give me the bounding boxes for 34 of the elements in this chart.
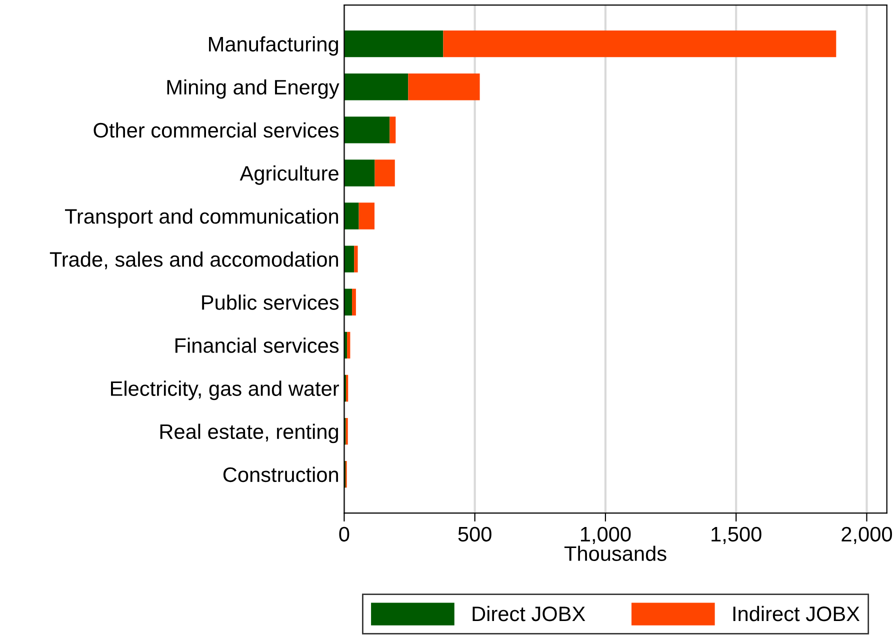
y-tick-label: Manufacturing: [209, 36, 338, 56]
bar: [344, 30, 444, 58]
x-tick-label: 1,500: [712, 526, 762, 544]
y-tick-label: Other commercial services: [94, 122, 339, 138]
bar: [374, 160, 395, 186]
y-tick-label: Real estate, renting: [160, 424, 338, 444]
x-axis-title: Thousands: [564, 546, 666, 561]
bar: [358, 202, 374, 230]
bar: [344, 202, 359, 230]
y-tick-label: Electricity, gas and water: [111, 380, 339, 400]
x-tick-label: 2,000: [842, 526, 892, 544]
bar: [443, 30, 836, 58]
y-tick-label: Trade, sales and accomodation: [50, 252, 338, 270]
y-tick-label: Transport and communication: [65, 208, 338, 228]
y-tick-label: Public services: [202, 294, 339, 310]
bar: [390, 116, 396, 144]
bar: [344, 246, 354, 272]
bar: [354, 246, 358, 272]
x-tick-label: 500: [458, 526, 492, 542]
bar: [352, 288, 356, 316]
y-tick-label: Financial services: [175, 338, 339, 353]
x-tick-label: 0: [339, 526, 350, 542]
bar: [408, 74, 480, 100]
bar: [344, 74, 408, 100]
y-tick-label: Mining and Energy: [167, 79, 340, 99]
x-tick-label: 1,000: [580, 526, 631, 544]
legend-label: Indirect JOBX: [733, 606, 860, 622]
bar: [344, 160, 375, 186]
legend-label: Direct JOBX: [472, 606, 586, 622]
bar: [344, 116, 390, 144]
y-tick-label: Agriculture: [240, 165, 338, 185]
bar: [347, 332, 350, 359]
bar: [344, 288, 352, 316]
y-tick-label: Construction: [223, 466, 338, 482]
